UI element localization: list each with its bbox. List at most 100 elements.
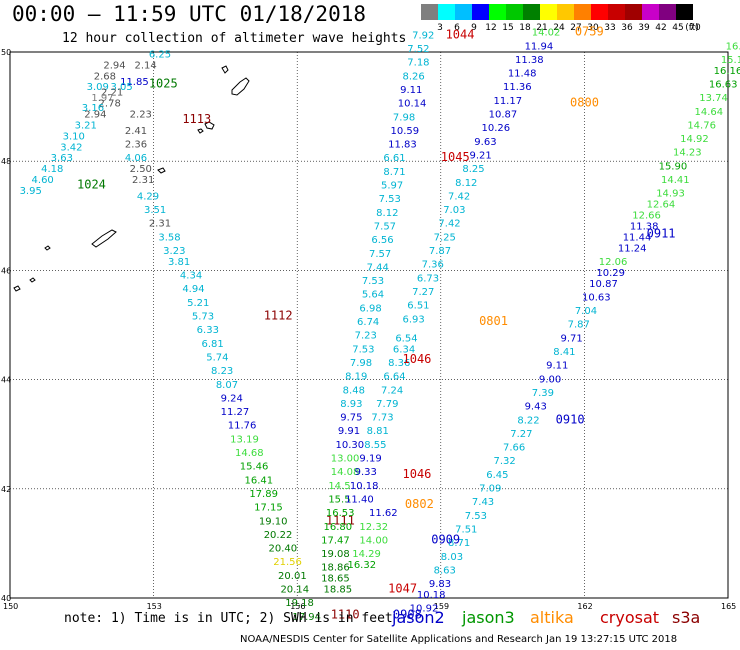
wave-height-value: 9.24 — [221, 393, 243, 404]
wave-height-value: 4.34 — [180, 271, 202, 282]
wave-height-value: 15.1 — [721, 55, 740, 66]
wave-height-value: 6.51 — [407, 301, 429, 312]
wave-height-value: 3.63 — [51, 153, 73, 164]
wave-height-value: 7.53 — [379, 194, 401, 205]
wave-height-value: 6.33 — [197, 325, 219, 336]
pass-time-label: 1110 — [331, 608, 360, 622]
wave-height-value: 6.54 — [395, 333, 417, 344]
colorbar-swatch — [676, 4, 693, 20]
wave-height-value: 8.48 — [343, 385, 365, 396]
coastline-island — [91, 229, 117, 248]
colorbar-label: 21 — [536, 23, 548, 33]
wave-height-value: 10.26 — [481, 123, 510, 134]
wave-height-value: 10.87 — [489, 110, 518, 121]
wave-height-value: 8.71 — [383, 167, 405, 178]
wave-height-value: 2.36 — [125, 140, 147, 151]
wave-height-value: 8.41 — [553, 347, 575, 358]
coastline-island — [197, 128, 204, 134]
wave-height-value: 2.14 — [134, 60, 156, 71]
wave-height-value: 7.53 — [465, 511, 487, 522]
wave-height-value: 6.56 — [371, 235, 393, 246]
wave-height-value: 8.19 — [345, 372, 367, 383]
pass-time-label: 0908 — [393, 608, 422, 622]
wave-height-value: 9.75 — [340, 413, 362, 424]
colorbar-swatch — [421, 4, 438, 20]
wave-height-value: 10.92 — [410, 604, 439, 615]
colorbar-label: 42 — [655, 23, 667, 33]
wave-height-value: 7.27 — [510, 429, 532, 440]
wave-height-value: 6.64 — [383, 372, 405, 383]
wave-height-value: 6.81 — [201, 339, 223, 350]
colorbar-swatch — [574, 4, 591, 20]
wave-height-value: 6.74 — [357, 317, 379, 328]
wave-height-value: 5.64 — [362, 290, 384, 301]
wave-height-value: 9.91 — [338, 426, 360, 437]
wave-height-value: 11.27 — [221, 407, 250, 418]
wave-height-value: 6.25 — [149, 49, 171, 60]
wave-height-value: 15.90 — [659, 161, 688, 172]
wave-height-value: 12.32 — [359, 522, 388, 533]
wave-height-value: 10.59 — [391, 126, 420, 137]
coastline-island — [44, 245, 51, 251]
colorbar-swatch — [455, 4, 472, 20]
wave-height-value: 13.74 — [699, 93, 728, 104]
wave-height-value: 6.98 — [359, 303, 381, 314]
wave-height-value: 8.36 — [388, 358, 410, 369]
wave-height-value: 6.45 — [486, 470, 508, 481]
wave-height-value: 3.16 — [82, 103, 104, 114]
wave-height-value: 7.51 — [455, 524, 477, 535]
pass-time-label: 0911 — [647, 227, 676, 241]
wave-height-value: 14.08 — [331, 467, 360, 478]
wave-height-value: 6.61 — [383, 153, 405, 164]
lon-tick-label: 165 — [721, 602, 736, 611]
wave-height-value: 8.12 — [376, 208, 398, 219]
wave-height-value: 19.10 — [259, 516, 288, 527]
wave-height-value: 2.21 — [101, 88, 123, 99]
wave-height-value: 7.87 — [568, 320, 590, 331]
colorbar-label: 15 — [502, 23, 514, 33]
coastline-island — [204, 121, 215, 130]
wave-height-value: 7.53 — [352, 344, 374, 355]
satellite-name: jason3 — [462, 608, 515, 627]
wave-height-value: 7.42 — [448, 191, 470, 202]
wave-height-value: 20.22 — [264, 530, 293, 541]
wave-height-value: 4.94 — [182, 284, 204, 295]
wave-height-value: 7.23 — [355, 331, 377, 342]
wave-height-value: 7.27 — [412, 287, 434, 298]
wave-height-value: 12.66 — [632, 211, 661, 222]
wave-height-value: 10.18 — [417, 590, 446, 601]
wave-height-value: 11.38 — [630, 221, 659, 232]
wave-height-value: 11.76 — [228, 421, 257, 432]
colorbar-swatch — [642, 4, 659, 20]
wave-height-value: 14.41 — [661, 175, 690, 186]
wave-height-value: 2.31 — [132, 175, 154, 186]
pass-time-label: 0800 — [570, 96, 599, 110]
wave-height-value: 3.23 — [163, 246, 185, 257]
colorbar-swatch — [591, 4, 608, 20]
wave-height-value: 11.44 — [623, 232, 652, 243]
wave-height-value: 5.97 — [381, 181, 403, 192]
satellite-name: jason2 — [392, 608, 445, 627]
map-subtitle: 12 hour collection of altimeter wave hei… — [62, 31, 407, 46]
wave-height-value: 15.5 — [328, 494, 350, 505]
wave-height-value: 8.81 — [367, 426, 389, 437]
wave-height-value: 5.21 — [187, 298, 209, 309]
wave-height-value: 7.73 — [371, 413, 393, 424]
wave-height-value: 17.15 — [254, 503, 283, 514]
colorbar-swatch — [472, 4, 489, 20]
colorbar-swatch — [540, 4, 557, 20]
wave-height-value: 11.62 — [369, 508, 398, 519]
wave-height-value: 7.79 — [376, 399, 398, 410]
lat-tick-label: 48 — [1, 157, 11, 166]
colorbar-label: 3 — [437, 23, 443, 33]
wave-height-value: 7.87 — [429, 246, 451, 257]
colorbar-label: 6 — [454, 23, 460, 33]
colorbar-label: 36 — [621, 23, 633, 33]
colorbar-swatch — [438, 4, 455, 20]
satellite-name: s3a — [672, 608, 701, 627]
wave-height-value: 9.11 — [400, 85, 422, 96]
wave-height-value: 11.83 — [388, 140, 417, 151]
lon-tick-label: 162 — [577, 602, 592, 611]
colorbar-label: 18 — [519, 23, 531, 33]
